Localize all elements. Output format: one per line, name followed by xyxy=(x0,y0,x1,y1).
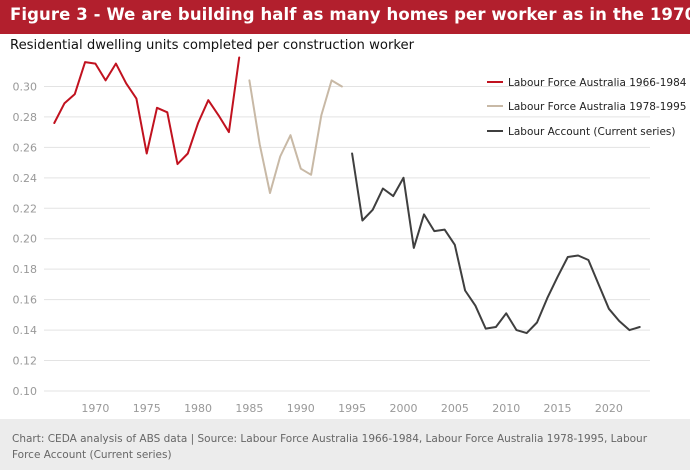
y-tick-label: 0.20 xyxy=(13,233,38,246)
y-tick-label: 0.22 xyxy=(13,202,38,215)
series-line-1 xyxy=(53,56,241,166)
x-tick-label: 2015 xyxy=(544,402,572,415)
x-tick-label: 1985 xyxy=(235,402,263,415)
x-tick-label: 1975 xyxy=(133,402,161,415)
y-tick-label: 0.16 xyxy=(13,294,38,307)
x-tick-label: 1970 xyxy=(81,402,109,415)
source-note: Chart: CEDA analysis of ABS data | Sourc… xyxy=(12,433,648,461)
x-tick-label: 2000 xyxy=(389,402,417,415)
y-tick-label: 0.26 xyxy=(13,141,38,154)
x-tick-label: 2005 xyxy=(441,402,469,415)
y-tick-label: 0.12 xyxy=(13,355,38,368)
line-chart: 0.10 0.12 0.14 0.16 0.18 0.20 0.22 0.24 0.26 0.28… xyxy=(13,56,687,415)
y-tick-label: 0.24 xyxy=(13,172,38,185)
series-line-3 xyxy=(351,152,641,335)
legend-label: Labour Account (Current series) xyxy=(508,126,675,138)
y-axis-ticks: 0.10 0.12 0.14 0.16 0.18 0.20 0.22 0.24 0.26 0.28… xyxy=(13,80,38,398)
x-tick-label: 1990 xyxy=(287,402,315,415)
legend-label: Labour Force Australia 1966-1984 xyxy=(508,77,687,89)
gridlines xyxy=(44,85,650,392)
x-tick-label: 1980 xyxy=(184,402,212,415)
x-axis-ticks: 1970 1975 1980 1985 1990 1995 2000 2005 2010 2015… xyxy=(81,402,623,415)
chart-subtitle: Residential dwelling units completed per… xyxy=(10,38,415,53)
y-tick-label: 0.28 xyxy=(13,111,38,124)
y-tick-label: 0.18 xyxy=(13,263,38,276)
y-tick-label: 0.10 xyxy=(13,385,38,398)
x-tick-label: 2010 xyxy=(492,402,520,415)
footer: Chart: CEDA analysis of ABS data | Sourc… xyxy=(0,419,690,470)
x-tick-label: 2020 xyxy=(595,402,623,415)
series-line-2 xyxy=(248,79,343,194)
title-bar: Figure 3 - We are building half as many … xyxy=(0,0,690,34)
legend: Labour Force Australia 1966-1984 Labour F… xyxy=(487,77,687,138)
y-tick-label: 0.14 xyxy=(13,324,38,337)
y-tick-label: 0.30 xyxy=(13,80,38,93)
x-tick-label: 1995 xyxy=(338,402,366,415)
legend-label: Labour Force Australia 1978-1995 xyxy=(508,101,686,113)
figure-title: Figure 3 - We are building half as many … xyxy=(10,5,690,24)
series-lines xyxy=(53,56,641,335)
